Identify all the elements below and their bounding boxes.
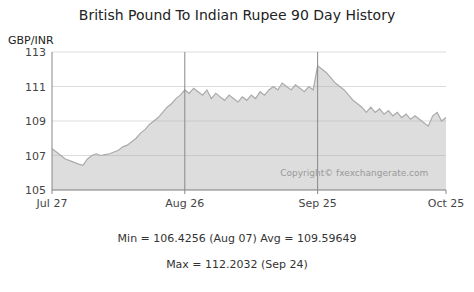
y-tick-label: 105 <box>25 184 46 197</box>
grid-line <box>52 86 446 87</box>
grid <box>52 52 446 190</box>
x-tick <box>184 190 185 194</box>
grid-line <box>52 52 446 53</box>
stats: Max = 112.2032 (Sep 24) <box>166 258 308 271</box>
chart: British Pound To Indian Rupee 90 Day His… <box>0 0 474 292</box>
x-axis <box>52 190 446 191</box>
title: British Pound To Indian Rupee 90 Day His… <box>79 7 395 23</box>
x-tick <box>52 190 53 194</box>
x-tick-label: Sep 25 <box>299 197 337 210</box>
y-tick-label: 107 <box>25 150 46 163</box>
y-tick-label: 109 <box>25 115 46 128</box>
copyright: Copyright© fxexchangerate.com <box>280 168 428 178</box>
stats: Min = 106.4256 (Aug 07) Avg = 109.59649 <box>118 232 357 245</box>
x-tick-label: Aug 26 <box>165 197 204 210</box>
y-tick-label: 111 <box>25 81 46 94</box>
y-tick-label: 113 <box>25 46 46 59</box>
plot-area <box>52 52 446 190</box>
x-tick-label: Oct 25 <box>428 197 465 210</box>
x-tick <box>446 190 447 194</box>
vertical-line <box>184 52 185 190</box>
grid-line <box>52 190 446 191</box>
area-fill <box>52 66 446 190</box>
line <box>52 66 446 166</box>
x-tick-label: Jul 27 <box>36 197 68 210</box>
x-tick <box>317 190 318 194</box>
y-axis <box>52 52 53 190</box>
